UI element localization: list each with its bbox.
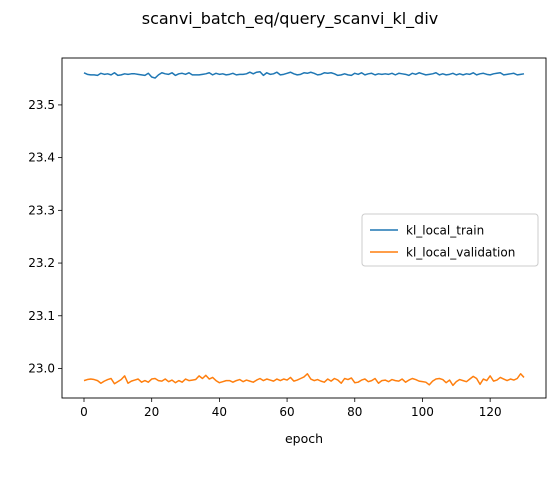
legend: kl_local_train kl_local_validation — [361, 213, 539, 267]
legend-label-2: kl_local_validation — [406, 246, 515, 260]
x-tick-label: 20 — [144, 405, 159, 419]
y-tick-label: 23.0 — [28, 361, 55, 375]
x-axis-label: epoch — [285, 431, 323, 446]
x-tick-label: 80 — [347, 405, 362, 419]
x-tick-label: 120 — [479, 405, 502, 419]
series-line-2 — [83, 373, 525, 387]
y-tick-label: 23.3 — [28, 203, 55, 217]
legend-label-1: kl_local_train — [406, 224, 484, 238]
x-tick-label: 60 — [279, 405, 294, 419]
x-tick-label: 0 — [80, 405, 88, 419]
y-tick-label: 23.5 — [28, 98, 55, 112]
x-axis: 0 20 40 60 80 100 120 — [80, 398, 502, 419]
legend-box — [361, 213, 539, 267]
y-tick-label: 23.2 — [28, 256, 55, 270]
y-axis: 23.0 23.1 23.2 23.3 23.4 23.5 — [28, 98, 62, 375]
plot-area-frame — [61, 57, 547, 399]
x-tick-label: 100 — [411, 405, 434, 419]
chart-title: scanvi_batch_eq/query_scanvi_kl_div — [142, 9, 439, 29]
series-line-1 — [83, 70, 525, 79]
y-tick-label: 23.1 — [28, 309, 55, 323]
x-tick-label: 40 — [212, 405, 227, 419]
y-tick-label: 23.4 — [28, 151, 55, 165]
plot-lines — [83, 70, 525, 387]
